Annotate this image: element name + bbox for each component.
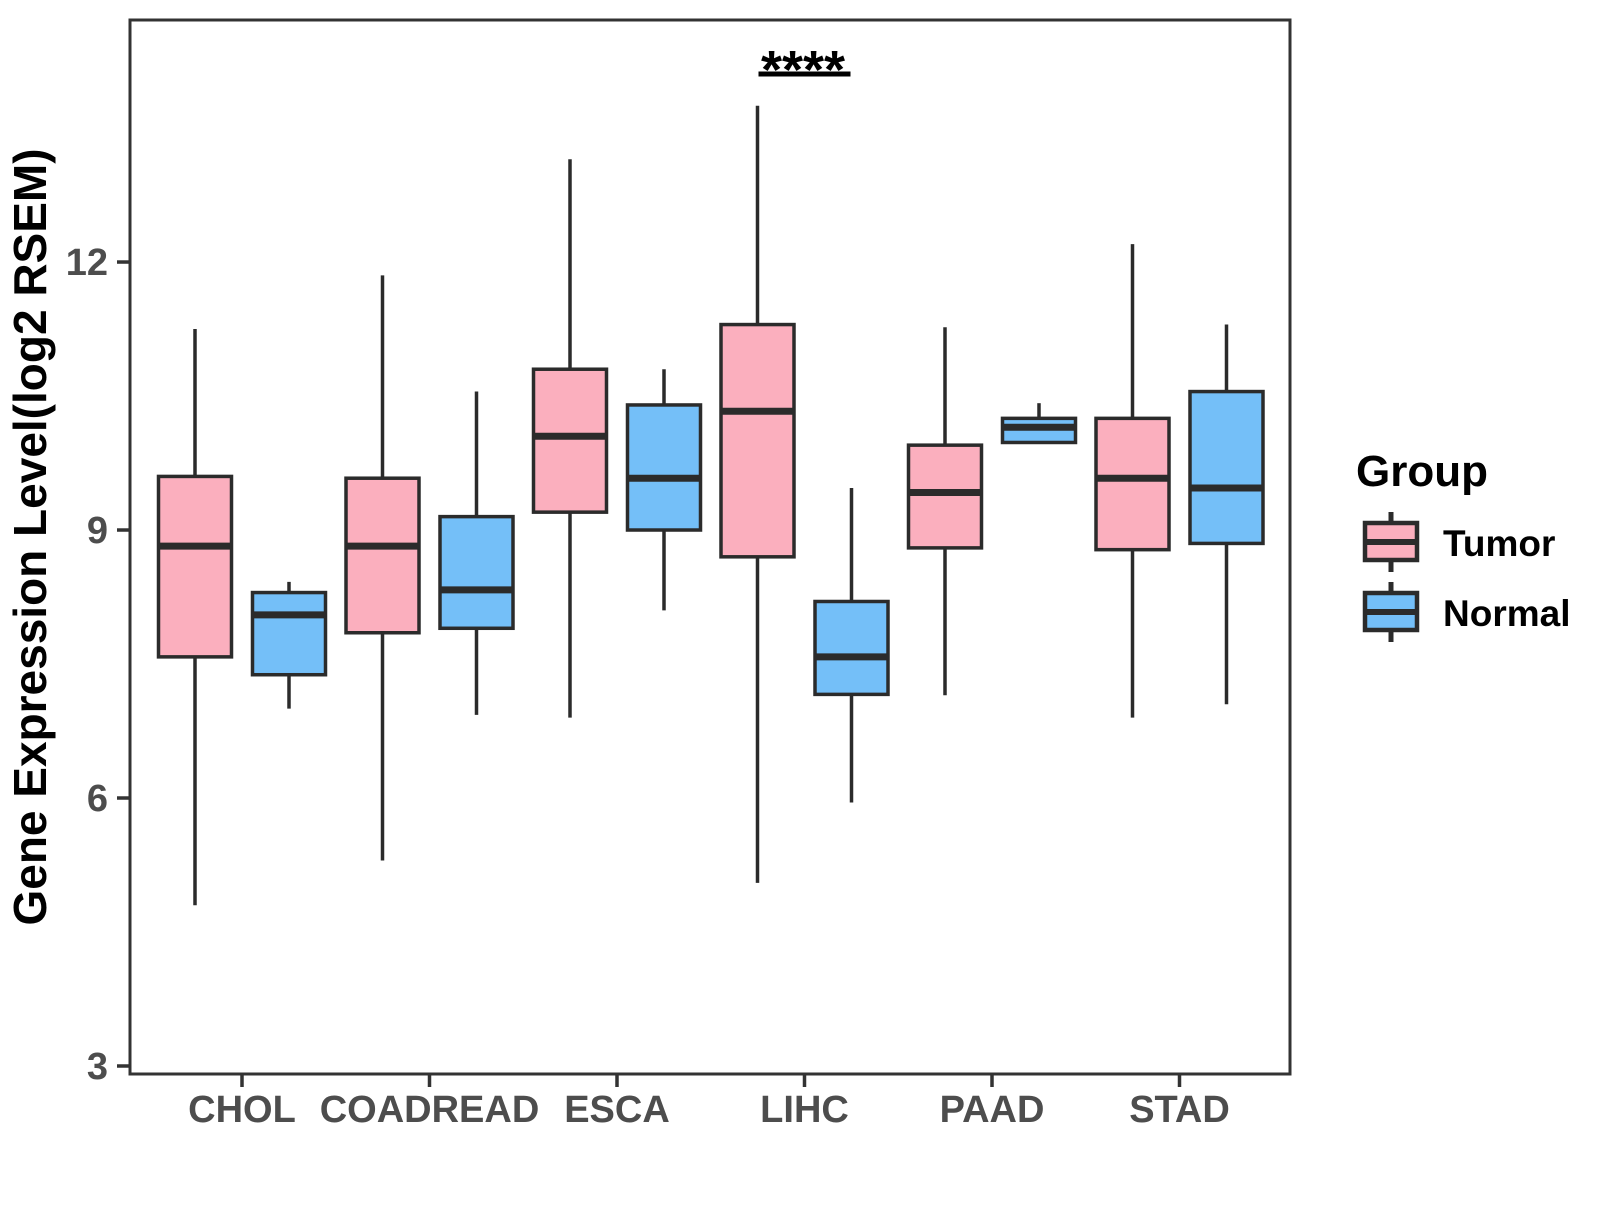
x-axis: CHOL COADREAD ESCA LIHC PAAD STAD [188,1074,1230,1131]
significance-annotation: **** [758,40,851,100]
legend-title: Group [1356,447,1488,496]
y-tick-label-3: 3 [87,1046,108,1088]
x-tick-label-STAD: STAD [1129,1089,1230,1131]
box-normal-ESCA [625,369,703,611]
iqr-box-normal-LIHC [813,599,890,697]
box-normal-CHOL [250,581,328,709]
legend-entry-tumor: Tumor [1362,512,1555,572]
iqr-box-tumor-CHOL [156,474,234,659]
iqr-box-normal-STAD [1188,389,1265,546]
iqr-box-tumor-ESCA [531,367,609,514]
iqr-box-tumor-PAAD [906,443,984,550]
y-axis: 3 6 9 12 [66,242,130,1088]
y-tick-label-6: 6 [87,778,108,820]
y-tick-label-9: 9 [87,510,108,552]
box-normal-PAAD [1000,403,1078,445]
legend: Group Tumor Normal [1356,447,1570,642]
box-tumor-STAD [1094,244,1171,718]
box-tumor-PAAD [906,327,984,696]
box-normal-STAD [1188,324,1265,705]
box-normal-COADREAD [438,391,515,715]
x-tick-label-COADREAD: COADREAD [320,1089,540,1131]
box-normal-LIHC [813,488,890,803]
iqr-box-normal-ESCA [625,403,703,532]
iqr-box-tumor-LIHC [719,322,796,559]
iqr-box-normal-COADREAD [438,514,515,631]
legend-entry-normal: Normal [1362,582,1570,642]
significance-label: **** [761,40,845,100]
legend-normal-label: Normal [1443,593,1570,634]
y-tick-label-12: 12 [66,242,108,284]
legend-tumor-label: Tumor [1443,523,1555,564]
box-tumor-CHOL [156,329,234,906]
x-tick-label-LIHC: LIHC [760,1089,849,1131]
iqr-box-tumor-STAD [1094,416,1171,552]
box-tumor-ESCA [531,159,609,718]
iqr-box-tumor-COADREAD [344,476,421,635]
boxplots [156,105,1265,906]
x-tick-label-ESCA: ESCA [564,1089,670,1131]
box-tumor-COADREAD [344,275,421,861]
y-axis-title: Gene Expression Level(log2 RSEM) [4,148,56,925]
x-tick-label-PAAD: PAAD [940,1089,1045,1131]
iqr-box-normal-CHOL [250,590,328,677]
x-tick-label-CHOL: CHOL [188,1089,296,1131]
box-tumor-LIHC [719,105,796,883]
